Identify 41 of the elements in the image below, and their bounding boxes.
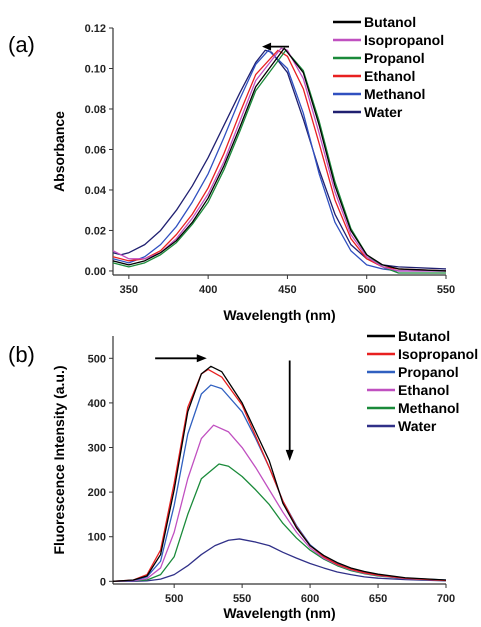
x-tick-label: 500	[358, 284, 376, 296]
y-tick-label: 0	[100, 576, 106, 588]
x-tick-label: 550	[436, 284, 456, 296]
legend-label: Methanol	[364, 86, 426, 102]
y-tick-label: 100	[88, 532, 106, 544]
legend-label: Propanol	[398, 364, 459, 380]
x-axis-title: Wavelength (nm)	[223, 307, 336, 323]
y-tick-label: 300	[88, 442, 106, 455]
y-tick-label: 400	[88, 398, 106, 410]
x-tick-label: 450	[278, 284, 297, 296]
y-tick-label: 0.06	[84, 144, 106, 156]
chart-title: (b)	[8, 342, 35, 367]
legend-label: Ethanol	[364, 68, 416, 84]
legend-label: Isopropanol	[364, 32, 444, 48]
legend-label: Water	[364, 104, 403, 120]
chart-title: (a)	[8, 32, 35, 57]
y-tick-label: 0.02	[84, 225, 106, 238]
x-tick-label: 700	[436, 593, 456, 605]
x-tick-label: 550	[232, 593, 252, 605]
legend-label: Butanol	[398, 328, 450, 344]
y-axis-title: Absorbance	[51, 110, 67, 192]
legend-label: Water	[398, 418, 437, 434]
y-tick-label: 0.12	[84, 23, 106, 35]
x-axis-title: Wavelength (nm)	[223, 605, 336, 621]
x-tick-label: 500	[164, 593, 184, 605]
y-tick-label: 200	[88, 487, 106, 500]
y-tick-label: 0.04	[84, 184, 107, 197]
x-tick-label: 650	[368, 593, 388, 605]
legend-label: Isopropanol	[398, 346, 478, 362]
y-tick-label: 500	[88, 353, 106, 366]
y-axis-title: Fluorescence Intensity (a.u.)	[51, 365, 67, 555]
legend-label: Methanol	[398, 400, 460, 416]
y-tick-label: 0.00	[84, 266, 106, 278]
legend-label: Ethanol	[398, 382, 450, 398]
x-tick-label: 400	[198, 284, 218, 296]
legend-label: Butanol	[364, 14, 416, 30]
y-tick-label: 0.10	[84, 63, 106, 76]
legend-label: Propanol	[364, 50, 425, 66]
y-tick-label: 0.08	[84, 104, 106, 116]
x-tick-label: 350	[120, 284, 138, 296]
x-tick-label: 600	[300, 593, 320, 605]
